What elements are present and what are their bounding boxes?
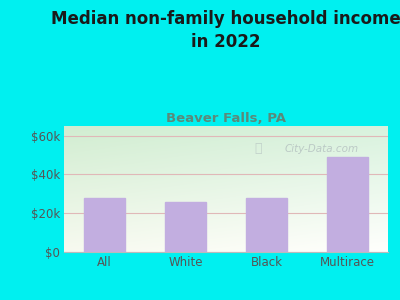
Bar bbox=[165, 202, 206, 252]
Bar bbox=[246, 198, 287, 252]
Text: City-Data.com: City-Data.com bbox=[284, 144, 358, 154]
Bar bbox=[84, 198, 125, 252]
Text: Median non-family household income
in 2022: Median non-family household income in 20… bbox=[51, 11, 400, 51]
Bar bbox=[327, 157, 368, 252]
Text: Beaver Falls, PA: Beaver Falls, PA bbox=[166, 112, 286, 125]
Text: Ⓢ: Ⓢ bbox=[255, 142, 262, 155]
